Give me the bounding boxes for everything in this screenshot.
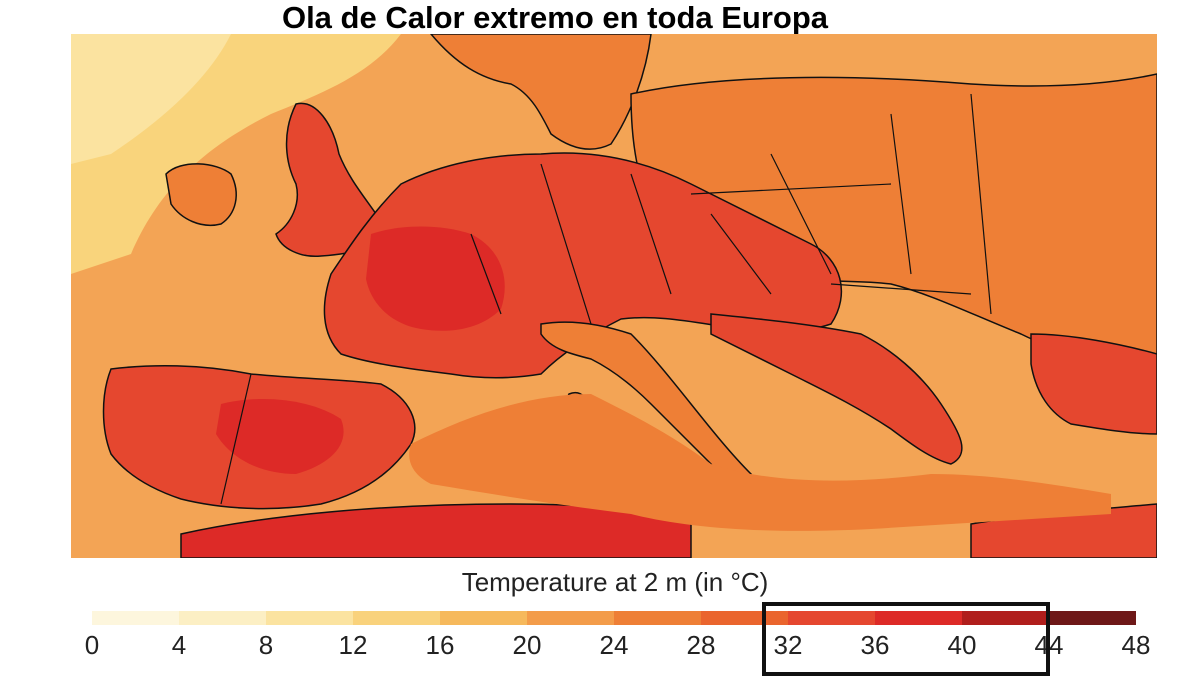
temperature-map (71, 34, 1157, 558)
tick-label: 48 (1121, 630, 1151, 660)
tick-label: 24 (599, 630, 629, 660)
tick-label: 20 (512, 630, 542, 660)
temperature-color-scale (92, 611, 1136, 625)
scale-segment (92, 611, 179, 625)
scale-segment (353, 611, 440, 625)
highlight-range-box (762, 602, 1050, 676)
scale-segment (440, 611, 527, 625)
great-britain-land (275, 102, 387, 257)
tick-label: 36 (860, 630, 890, 660)
tick-label: 0 (84, 630, 100, 660)
map-title: Ola de Calor extremo en toda Europa (281, 0, 829, 35)
tick-label: 28 (686, 630, 716, 660)
scale-segment (701, 611, 788, 625)
turkey-land (1030, 333, 1157, 435)
tick-label: 32 (773, 630, 803, 660)
scale-segment (179, 611, 266, 625)
iberia-extreme-zone (216, 399, 344, 474)
scale-segment (875, 611, 962, 625)
scale-segment (527, 611, 614, 625)
tick-label: 12 (338, 630, 368, 660)
ireland-land (165, 163, 237, 226)
scale-segment (614, 611, 701, 625)
scale-segment (788, 611, 875, 625)
balkans-land (710, 313, 963, 465)
legend-title: Temperature at 2 m (in °C) (461, 567, 769, 597)
scale-segment (962, 611, 1049, 625)
tick-label: 8 (258, 630, 274, 660)
tick-label: 16 (425, 630, 455, 660)
tick-label: 4 (171, 630, 187, 660)
france-extreme-zone (366, 226, 505, 331)
mediterranean-sea (409, 394, 1111, 531)
tick-label: 40 (947, 630, 977, 660)
scale-segment (266, 611, 353, 625)
scale-segment (1049, 611, 1136, 625)
